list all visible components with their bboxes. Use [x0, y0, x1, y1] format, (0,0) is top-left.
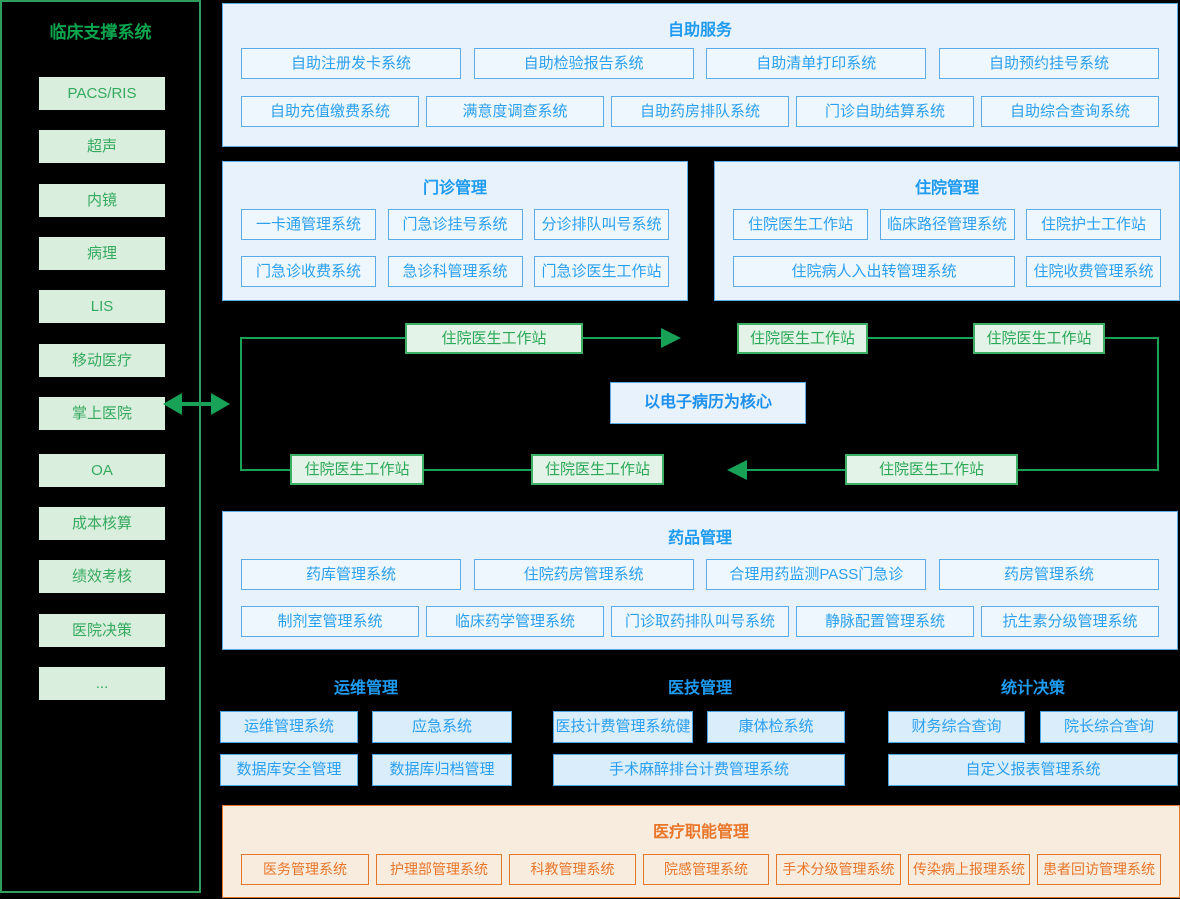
flow-station-top-3: 住院医生工作站: [973, 323, 1105, 354]
sidebar-item-pathology: 病理: [39, 237, 165, 270]
system-box: 护理部管理系统: [376, 854, 502, 885]
system-box: 门诊自助结算系统: [796, 96, 974, 127]
system-box: 自助预约挂号系统: [938, 48, 1159, 79]
section-medical-admin-title: 医疗职能管理: [652, 824, 749, 841]
system-box: 急诊科管理系统: [387, 256, 523, 287]
system-box: 财务综合查询: [888, 711, 1025, 743]
system-box: 自助药房排队系统: [611, 96, 789, 127]
system-box: 住院药房管理系统: [473, 559, 694, 590]
system-box: 抗生素分级管理系统: [981, 606, 1159, 637]
system-box: 满意度调查系统: [426, 96, 604, 127]
system-box: 住院病人入出转管理系统: [733, 256, 1015, 287]
system-box: 自助充值缴费系统: [241, 96, 419, 127]
section-ops-title: 运维管理: [333, 680, 398, 697]
flow-station-bottom-1: 住院医生工作站: [290, 454, 424, 485]
system-box: 制剂室管理系统: [241, 606, 419, 637]
system-box: 静脉配置管理系统: [796, 606, 974, 637]
system-box: 自定义报表管理系统: [888, 754, 1178, 786]
section-medical-admin: 医疗职能管理 医务管理系统 护理部管理系统 科教管理系统 院感管理系统 手术分级…: [222, 805, 1180, 898]
system-box: 药库管理系统: [241, 559, 461, 590]
sidebar-item-ultrasound: 超声: [39, 130, 165, 163]
system-box: 院长综合查询: [1040, 711, 1178, 743]
sidebar-clinical-support: 临床支撑系统 PACS/RIS 超声 内镜 病理 LIS 移动医疗 掌上医院 O…: [0, 0, 201, 893]
system-box: 住院护士工作站: [1026, 209, 1161, 240]
section-outpatient: 门诊管理 一卡通管理系统 门急诊挂号系统 分诊排队叫号系统 门急诊收费系统 急诊…: [222, 161, 688, 301]
sidebar-item-lis: LIS: [39, 290, 165, 323]
system-box: 自助综合查询系统: [981, 96, 1159, 127]
sidebar-item-palm-hospital: 掌上医院: [39, 397, 165, 430]
system-box: 门诊取药排队叫号系统: [611, 606, 789, 637]
system-box: 科教管理系统: [509, 854, 636, 885]
system-box: 住院收费管理系统: [1026, 256, 1161, 287]
system-box: 康体检系统: [707, 711, 845, 743]
system-box: 院感管理系统: [643, 854, 769, 885]
system-box: 自助注册发卡系统: [241, 48, 461, 79]
system-box: 临床药学管理系统: [426, 606, 604, 637]
system-box: 门急诊收费系统: [241, 256, 376, 287]
system-box: 自助检验报告系统: [473, 48, 694, 79]
system-box: 应急系统: [372, 711, 512, 743]
system-box: 一卡通管理系统: [241, 209, 376, 240]
system-box: 药房管理系统: [938, 559, 1159, 590]
sidebar-item-more: ...: [39, 667, 165, 700]
sidebar-item-hospital-decision: 医院决策: [39, 614, 165, 647]
system-box: 手术分级管理系统: [776, 854, 901, 885]
sidebar-item-endoscopy: 内镜: [39, 184, 165, 217]
system-box: 自助清单打印系统: [706, 48, 927, 79]
sidebar-item-cost-accounting: 成本核算: [39, 507, 165, 540]
system-box: 门急诊医生工作站: [534, 256, 669, 287]
section-medtech-title: 医技管理: [667, 680, 732, 697]
flow-station-top-1: 住院医生工作站: [405, 323, 583, 354]
sidebar-title: 临床支撑系统: [49, 23, 152, 42]
section-self-service: 自助服务 自助注册发卡系统 自助检验报告系统 自助清单打印系统 自助预约挂号系统…: [222, 3, 1178, 147]
system-box: 住院医生工作站: [733, 209, 868, 240]
system-box: 数据库归档管理: [372, 754, 512, 786]
section-outpatient-title: 门诊管理: [422, 180, 487, 197]
section-stats-title: 统计决策: [1000, 680, 1065, 697]
section-pharmacy-title: 药品管理: [667, 530, 732, 547]
section-inpatient: 住院管理 住院医生工作站 临床路径管理系统 住院护士工作站 住院病人入出转管理系…: [714, 161, 1180, 301]
system-box: 数据库安全管理: [220, 754, 358, 786]
system-box: 手术麻醉排台计费管理系统: [553, 754, 845, 786]
emr-core-box: 以电子病历为核心: [610, 382, 806, 424]
flow-station-top-2: 住院医生工作站: [737, 323, 868, 354]
system-box: 患者回访管理系统: [1037, 854, 1161, 885]
system-box: 分诊排队叫号系统: [534, 209, 669, 240]
system-box: 门急诊挂号系统: [387, 209, 523, 240]
sidebar-item-oa: OA: [39, 454, 165, 487]
system-box: 临床路径管理系统: [879, 209, 1015, 240]
section-self-service-title: 自助服务: [667, 22, 732, 39]
flow-station-bottom-3: 住院医生工作站: [845, 454, 1018, 485]
sidebar-item-pacs-ris: PACS/RIS: [39, 77, 165, 110]
sidebar-item-performance: 绩效考核: [39, 560, 165, 593]
section-inpatient-title: 住院管理: [914, 180, 979, 197]
system-box: 传染病上报理系统: [908, 854, 1030, 885]
section-pharmacy: 药品管理 药库管理系统 住院药房管理系统 合理用药监测PASS门急诊 药房管理系…: [222, 511, 1178, 650]
flow-station-bottom-2: 住院医生工作站: [531, 454, 664, 485]
system-box: 医技计费管理系统健: [553, 711, 693, 743]
system-box: 医务管理系统: [241, 854, 369, 885]
system-box: 运维管理系统: [220, 711, 358, 743]
sidebar-item-mobile-medical: 移动医疗: [39, 344, 165, 377]
system-box: 合理用药监测PASS门急诊: [706, 559, 927, 590]
